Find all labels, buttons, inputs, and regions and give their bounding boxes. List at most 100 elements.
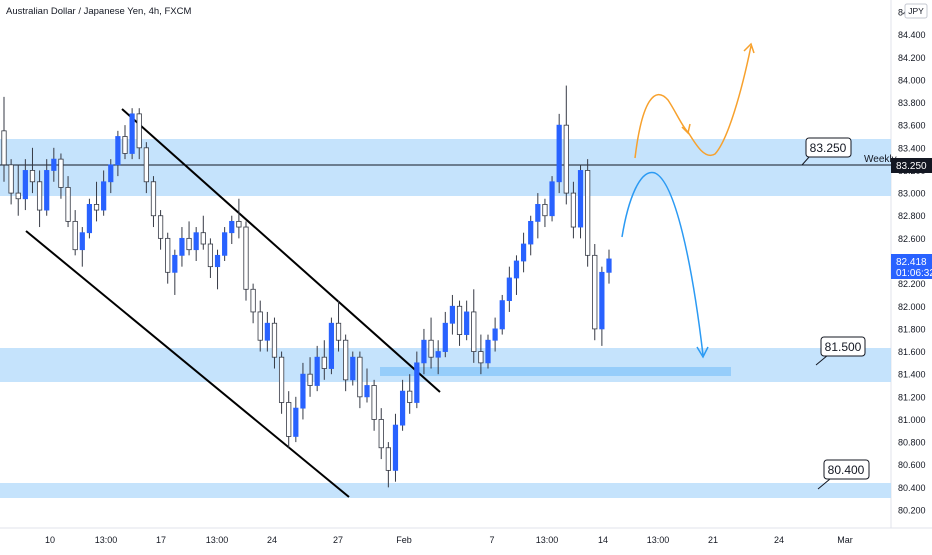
price-tick-label: 83.600 [898, 121, 926, 131]
callout-80400-pointer [817, 478, 831, 490]
candle-body [506, 277, 512, 302]
level-price-tag-bg [891, 158, 932, 173]
price-tick-label: 80.600 [898, 460, 926, 470]
callout-83250[interactable]: 83.250 [801, 137, 852, 166]
candle-body [15, 192, 21, 200]
time-tick-label: 14 [598, 535, 608, 545]
candle-body [243, 226, 249, 290]
candle-body [478, 351, 484, 364]
candle-body [570, 192, 577, 228]
candle-body [528, 220, 534, 245]
candle-body [577, 170, 584, 228]
candle-body [36, 181, 43, 211]
callout-81500-box[interactable] [820, 336, 866, 357]
blue-arrowhead [696, 346, 709, 359]
zone-81450-small [380, 367, 731, 376]
price-tick-label: 83.000 [898, 189, 926, 199]
candle-body [200, 232, 206, 245]
candle-body [542, 204, 548, 217]
price-tick-label: 83.800 [898, 98, 926, 108]
time-tick-label: 13:00 [206, 535, 229, 545]
callout-83250-box[interactable] [805, 137, 852, 158]
time-tick-label: Mar [837, 535, 853, 545]
price-tick-label: 82.600 [898, 234, 926, 244]
candle-body [599, 271, 605, 330]
price-tick-label: 82.800 [898, 211, 926, 221]
candle-body [115, 136, 121, 166]
callout-80400-text: 80.400 [828, 463, 865, 477]
time-tick-label: 7 [489, 535, 494, 545]
candle-body [157, 215, 164, 239]
candle-body [399, 390, 406, 426]
candle-body [179, 237, 185, 256]
callout-80400[interactable]: 80.400 [817, 459, 870, 490]
time-tick-label: 24 [267, 535, 277, 545]
candle-body [129, 113, 135, 154]
candle-body [549, 181, 555, 217]
candle-body [499, 300, 505, 330]
candle-body [428, 339, 434, 358]
candles [1, 85, 612, 488]
candle-body [122, 136, 128, 154]
candle-body [556, 124, 562, 183]
level-price-tag: 83.250 [891, 158, 932, 173]
candle-body [8, 164, 14, 194]
callout-83250-text: 83.250 [810, 141, 847, 155]
price-tick-label: 80.200 [898, 506, 926, 516]
candle-body [51, 158, 57, 171]
time-tick-label: 13:00 [95, 535, 118, 545]
candle-body [207, 243, 214, 268]
candle-body [264, 322, 270, 341]
candle-body [307, 373, 313, 386]
price-tick-label: 80.800 [898, 438, 926, 448]
currency-badge[interactable]: JPY [904, 3, 928, 19]
callout-80400-box[interactable] [823, 459, 870, 480]
price-tick-label: 81.000 [898, 415, 926, 425]
time-axis-ticks: 10 13:00 17 13:00 24 27 Feb 7 13:00 14 13:00 21 24 Ma… [45, 535, 853, 545]
candle-body [79, 232, 85, 251]
blue-projection-path [621, 171, 704, 356]
candle-body [385, 447, 391, 471]
candle-body [492, 328, 498, 341]
projection-paths [621, 42, 755, 359]
price-tick-label: 81.600 [898, 347, 926, 357]
candle-body [407, 390, 413, 403]
candle-body [186, 237, 192, 251]
candle-body [535, 204, 541, 222]
chart-title: Australian Dollar / Japanese Yen, 4h, FX… [6, 6, 191, 17]
callout-81500[interactable]: 81.500 [815, 336, 866, 366]
orange-arrowhead-mid [681, 123, 691, 135]
candle-body [72, 220, 78, 251]
candle-body [520, 243, 527, 262]
descending-channel[interactable] [25, 108, 441, 498]
candle-body [592, 254, 598, 330]
time-tick-label: 21 [708, 535, 718, 545]
candle-body [321, 356, 327, 369]
candle-body [392, 424, 399, 471]
price-tick-label: 84.200 [898, 53, 926, 63]
price-tick-label: 80.400 [898, 483, 926, 493]
candle-body [449, 305, 456, 324]
candle-body [314, 356, 320, 386]
candle-body [278, 356, 285, 403]
candle-body [86, 204, 93, 234]
time-tick-label: 17 [156, 535, 166, 545]
candle-body [585, 170, 591, 256]
countdown-text: 01:06:32 [896, 268, 932, 279]
candle-body [165, 237, 171, 273]
candle-body [456, 305, 463, 335]
candle-body [606, 258, 612, 273]
weekly-label: Weekly [864, 154, 897, 165]
callout-81500-pointer [815, 354, 829, 366]
channel-upper-line[interactable] [121, 108, 441, 393]
candle-body [150, 181, 157, 217]
candle-body [172, 254, 178, 273]
channel-lower-line[interactable] [25, 230, 350, 498]
time-tick-label: 27 [333, 535, 343, 545]
candle-body [229, 220, 235, 234]
candle-body [108, 164, 114, 183]
price-tick-label: 81.400 [898, 370, 926, 380]
candle-body [236, 220, 242, 228]
currency-badge-box[interactable] [904, 3, 928, 19]
